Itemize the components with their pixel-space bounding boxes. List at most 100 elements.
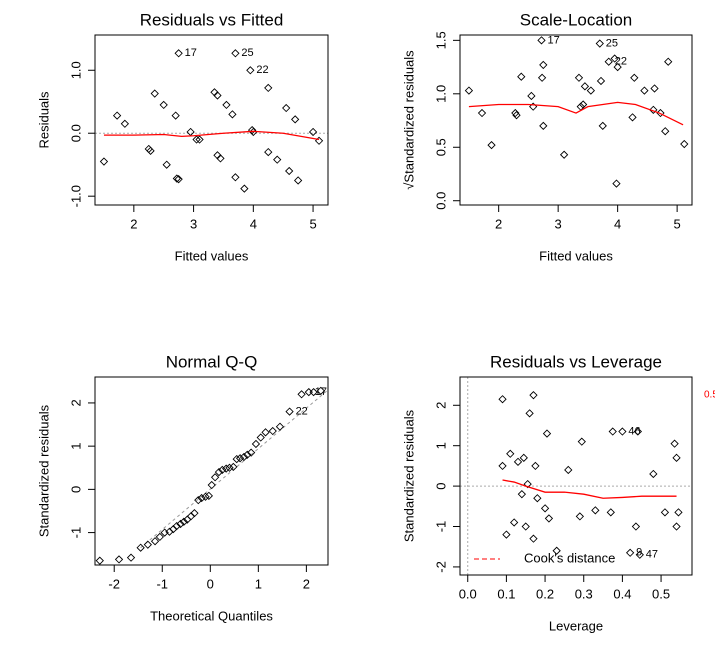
- y-axis-label: Standardized residuals: [36, 404, 51, 537]
- point: [661, 127, 670, 136]
- chart-title: Scale-Location: [520, 10, 632, 29]
- point: [285, 166, 294, 176]
- point: [498, 395, 507, 404]
- plot-box: [459, 34, 693, 206]
- x-axis-label: Fitted values: [175, 248, 249, 263]
- point: [664, 57, 673, 66]
- point: [207, 480, 216, 490]
- point: [531, 461, 540, 471]
- point: [261, 428, 270, 437]
- point: [527, 91, 536, 101]
- y-tick-label: 0: [433, 482, 448, 489]
- point: [179, 517, 189, 526]
- point: [529, 534, 538, 543]
- point: [150, 537, 160, 546]
- point: [539, 121, 548, 131]
- point-label: 25: [241, 47, 253, 59]
- point: [502, 530, 511, 539]
- point: [464, 86, 474, 95]
- cook-contour-label: 0.5: [704, 390, 715, 401]
- point: [533, 494, 542, 503]
- point: [160, 528, 169, 537]
- x-tick-label: -2: [108, 576, 120, 591]
- point: [126, 553, 136, 562]
- point: [523, 479, 532, 489]
- point: [564, 465, 573, 475]
- point: [309, 387, 318, 397]
- point: [542, 429, 552, 438]
- point: [670, 439, 679, 448]
- point: [232, 454, 241, 464]
- point: [511, 108, 520, 118]
- point: [275, 422, 285, 431]
- point: [591, 506, 600, 515]
- x-tick-label: 0.5: [652, 586, 670, 601]
- point: [540, 504, 550, 513]
- point: [186, 127, 195, 137]
- x-tick-label: 5: [674, 216, 681, 231]
- point: [552, 546, 561, 555]
- point: [308, 127, 318, 137]
- x-tick-label: 1: [255, 576, 262, 591]
- point: [628, 113, 637, 122]
- point: [512, 111, 521, 120]
- point: [225, 463, 234, 472]
- point: [595, 39, 604, 48]
- point: [297, 390, 306, 399]
- x-tick-label: 5: [309, 216, 316, 231]
- point: [174, 175, 183, 184]
- point: [612, 179, 621, 188]
- point: [143, 540, 152, 549]
- point-label: 25: [606, 37, 618, 49]
- point: [249, 127, 258, 137]
- point: [316, 386, 325, 395]
- point: [210, 473, 220, 482]
- plot-box: [94, 34, 329, 206]
- point: [598, 121, 607, 131]
- y-axis-label: Standardized residuals: [401, 409, 416, 542]
- x-tick-label: 0.2: [536, 586, 554, 601]
- point: [529, 391, 538, 400]
- point: [586, 86, 596, 95]
- x-tick-label: 0.3: [575, 586, 593, 601]
- point-label: 9: [636, 547, 642, 559]
- point: [264, 83, 273, 93]
- x-tick-label: 4: [614, 216, 621, 231]
- point: [231, 49, 240, 58]
- y-tick-label: -1: [68, 527, 83, 539]
- y-tick-label: 2: [433, 402, 448, 409]
- smooth-line: [103, 130, 320, 141]
- x-tick-label: 0.0: [459, 586, 477, 601]
- y-tick-label: 0.0: [433, 192, 448, 210]
- point: [235, 454, 245, 463]
- y-tick-label: 1.0: [433, 85, 448, 103]
- point: [222, 464, 231, 473]
- y-axis-label: Residuals: [36, 91, 51, 149]
- point: [577, 437, 586, 446]
- point: [517, 490, 527, 499]
- y-tick-label: 1.0: [68, 61, 83, 79]
- point: [150, 89, 159, 98]
- point: [672, 453, 681, 462]
- point: [596, 76, 606, 86]
- smooth-line: [468, 101, 684, 126]
- point: [174, 49, 183, 58]
- point: [579, 100, 588, 109]
- point: [633, 427, 643, 436]
- point: [314, 136, 324, 145]
- point: [273, 155, 282, 164]
- x-axis-label: Leverage: [549, 618, 603, 633]
- point: [477, 108, 487, 118]
- point: [304, 387, 313, 397]
- point: [171, 111, 180, 120]
- point: [112, 111, 122, 120]
- point: [162, 160, 171, 169]
- point: [608, 427, 617, 436]
- point: [229, 462, 238, 472]
- point: [136, 543, 145, 552]
- x-tick-label: -1: [156, 576, 168, 591]
- point: [204, 491, 213, 500]
- point: [509, 518, 519, 527]
